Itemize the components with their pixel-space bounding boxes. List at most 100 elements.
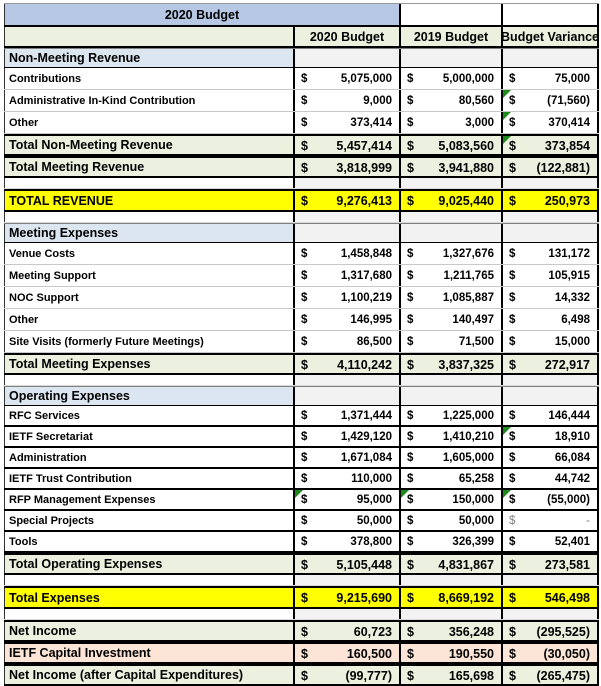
spacer-cell[interactable] — [501, 575, 599, 585]
spacer-cell[interactable] — [501, 375, 599, 385]
spacer-cell[interactable] — [4, 178, 293, 188]
section-header-cell[interactable]: Meeting Expenses — [4, 224, 293, 242]
row-label-cell[interactable]: Total Non-Meeting Revenue — [4, 136, 293, 154]
spacer-cell[interactable] — [399, 212, 501, 222]
cell-2019-budget[interactable]: $1,410,210 — [399, 427, 501, 446]
cell-2020-budget[interactable]: $1,371,444 — [293, 406, 399, 425]
section-header-cell[interactable]: Operating Expenses — [4, 387, 293, 405]
row-label-cell[interactable]: Other — [4, 309, 293, 330]
cell-budget-variance[interactable]: $ (265,475) — [501, 666, 599, 684]
cell-2020-budget[interactable]: $5,075,000 — [293, 68, 399, 89]
cell-budget-variance[interactable]: $ (30,050) — [501, 644, 599, 662]
spacer-cell[interactable] — [399, 609, 501, 619]
row-label-cell[interactable]: Total Operating Expenses — [4, 555, 293, 573]
empty-cell[interactable] — [399, 387, 501, 405]
cell-2020-budget[interactable]: $1,317,680 — [293, 265, 399, 286]
row-label-cell[interactable]: Administrative In-Kind Contribution — [4, 90, 293, 111]
column-header-2020-budget[interactable]: 2020 Budget — [293, 27, 399, 46]
cell-budget-variance[interactable]: $14,332 — [501, 287, 599, 308]
cell-2020-budget[interactable]: $86,500 — [293, 331, 399, 352]
cell-budget-variance[interactable]: $105,915 — [501, 265, 599, 286]
cell-2019-budget[interactable]: $65,258 — [399, 469, 501, 488]
cell-2019-budget[interactable]: $5,000,000 — [399, 68, 501, 89]
empty-cell[interactable] — [293, 387, 399, 405]
spacer-cell[interactable] — [293, 575, 399, 585]
cell-2020-budget[interactable]: $9,276,413 — [293, 191, 399, 210]
cell-budget-variance[interactable]: $ (122,881) — [501, 158, 599, 176]
empty-cell[interactable] — [399, 224, 501, 242]
empty-cell[interactable] — [399, 4, 501, 25]
cell-budget-variance[interactable]: $ (295,525) — [501, 622, 599, 640]
cell-2020-budget[interactable]: $1,429,120 — [293, 427, 399, 446]
cell-2020-budget[interactable]: $1,100,219 — [293, 287, 399, 308]
cell-2020-budget[interactable]: $3,818,999 — [293, 158, 399, 176]
spacer-cell[interactable] — [399, 178, 501, 188]
cell-2019-budget[interactable]: $3,837,325 — [399, 355, 501, 373]
cell-2020-budget[interactable]: $378,800 — [293, 532, 399, 551]
cell-budget-variance[interactable]: $273,581 — [501, 555, 599, 573]
empty-cell[interactable] — [501, 387, 599, 405]
row-label-cell[interactable]: Total Meeting Revenue — [4, 158, 293, 176]
cell-2019-budget[interactable]: $80,560 — [399, 90, 501, 111]
section-header-cell[interactable]: Non-Meeting Revenue — [4, 49, 293, 67]
row-label-cell[interactable]: IETF Secretariat — [4, 427, 293, 446]
cell-2020-budget[interactable]: $1,458,848 — [293, 243, 399, 264]
cell-budget-variance[interactable]: $373,854 — [501, 136, 599, 154]
cell-budget-variance[interactable]: $66,084 — [501, 448, 599, 467]
spacer-cell[interactable] — [293, 375, 399, 385]
cell-2019-budget[interactable]: $190,550 — [399, 644, 501, 662]
cell-2020-budget[interactable]: $146,995 — [293, 309, 399, 330]
spacer-cell[interactable] — [501, 178, 599, 188]
cell-2019-budget[interactable]: $140,497 — [399, 309, 501, 330]
column-header-2019-budget[interactable]: 2019 Budget — [399, 27, 501, 46]
cell-2020-budget[interactable]: $160,500 — [293, 644, 399, 662]
cell-2019-budget[interactable]: $3,000 — [399, 112, 501, 133]
row-label-cell[interactable]: Contributions — [4, 68, 293, 89]
cell-2019-budget[interactable]: $1,605,000 — [399, 448, 501, 467]
row-label-cell[interactable]: Site Visits (formerly Future Meetings) — [4, 331, 293, 352]
row-label-cell[interactable]: Other — [4, 112, 293, 133]
cell-budget-variance[interactable]: $250,973 — [501, 191, 599, 210]
empty-cell[interactable] — [293, 224, 399, 242]
cell-budget-variance[interactable]: $75,000 — [501, 68, 599, 89]
row-label-cell[interactable]: RFP Management Expenses — [4, 490, 293, 509]
row-label-cell[interactable]: TOTAL REVENUE — [4, 191, 293, 210]
cell-budget-variance[interactable]: $52,401 — [501, 532, 599, 551]
spacer-cell[interactable] — [4, 212, 293, 222]
cell-budget-variance[interactable]: $546,498 — [501, 588, 599, 607]
cell-budget-variance[interactable]: $272,917 — [501, 355, 599, 373]
sheet-title-cell[interactable]: 2020 Budget — [4, 4, 399, 25]
cell-2019-budget[interactable]: $71,500 — [399, 331, 501, 352]
row-label-cell[interactable]: Meeting Support — [4, 265, 293, 286]
cell-2019-budget[interactable]: $1,211,765 — [399, 265, 501, 286]
row-label-cell[interactable]: Net Income (after Capital Expenditures) — [4, 666, 293, 684]
cell-budget-variance[interactable]: $ - — [501, 511, 599, 530]
row-label-cell[interactable]: Tools — [4, 532, 293, 551]
spacer-cell[interactable] — [4, 375, 293, 385]
cell-budget-variance[interactable]: $131,172 — [501, 243, 599, 264]
cell-2019-budget[interactable]: $4,831,867 — [399, 555, 501, 573]
cell-2019-budget[interactable]: $1,085,887 — [399, 287, 501, 308]
cell-2020-budget[interactable]: $373,414 — [293, 112, 399, 133]
cell-2020-budget[interactable]: $9,215,690 — [293, 588, 399, 607]
cell-budget-variance[interactable]: $15,000 — [501, 331, 599, 352]
cell-2019-budget[interactable]: $1,327,676 — [399, 243, 501, 264]
spacer-cell[interactable] — [4, 575, 293, 585]
cell-2020-budget[interactable]: $110,000 — [293, 469, 399, 488]
cell-2020-budget[interactable]: $95,000 — [293, 490, 399, 509]
spacer-cell[interactable] — [293, 178, 399, 188]
spacer-cell[interactable] — [4, 609, 293, 619]
spacer-cell[interactable] — [399, 375, 501, 385]
cell-budget-variance[interactable]: $ (55,000) — [501, 490, 599, 509]
cell-2020-budget[interactable]: $1,671,084 — [293, 448, 399, 467]
cell-2020-budget[interactable]: $9,000 — [293, 90, 399, 111]
cell-2019-budget[interactable]: $150,000 — [399, 490, 501, 509]
row-label-cell[interactable]: IETF Trust Contribution — [4, 469, 293, 488]
empty-cell[interactable] — [293, 49, 399, 67]
cell-2019-budget[interactable]: $165,698 — [399, 666, 501, 684]
row-label-cell[interactable]: Net Income — [4, 622, 293, 640]
cell-2020-budget[interactable]: $5,457,414 — [293, 136, 399, 154]
spacer-cell[interactable] — [293, 609, 399, 619]
cell-2020-budget[interactable]: $5,105,448 — [293, 555, 399, 573]
row-label-cell[interactable]: IETF Capital Investment — [4, 644, 293, 662]
